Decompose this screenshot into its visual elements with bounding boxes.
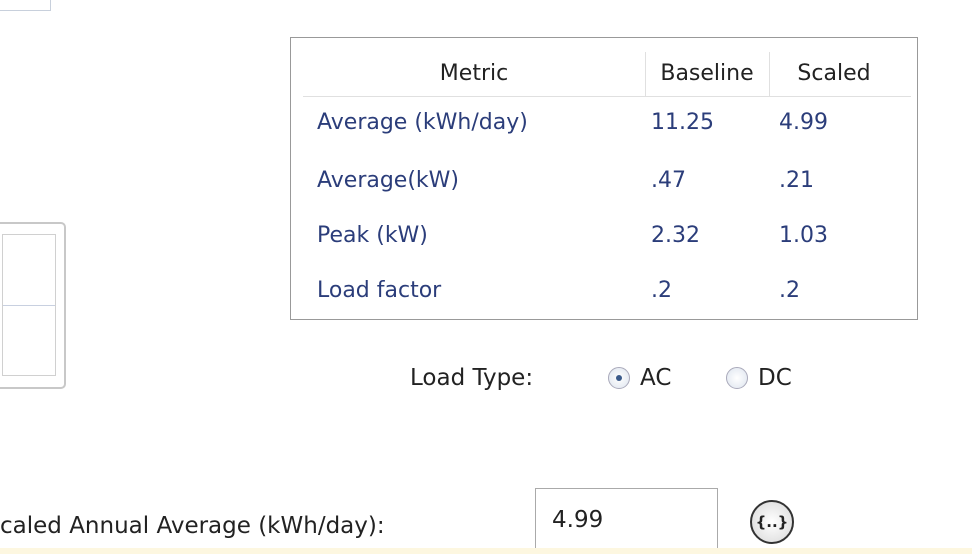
value-cell: .21: [779, 168, 814, 193]
value-cell: 4.99: [779, 110, 828, 135]
scaled-label: caled Annual Average (kWh/day):: [0, 513, 385, 539]
value-cell: 11.25: [651, 110, 714, 135]
value-input[interactable]: 4.99: [535, 488, 718, 550]
radio-button[interactable]: [726, 367, 748, 389]
value-cell: .47: [651, 168, 686, 193]
expand-button[interactable]: {..}: [750, 500, 794, 544]
group-box: [0, 222, 66, 389]
value-cell: .2: [651, 278, 672, 303]
column-divider: [645, 52, 646, 96]
column-header: Metric: [439, 61, 509, 86]
status-strip: [0, 548, 972, 554]
column-header: Scaled: [797, 61, 871, 86]
value-cell: 2.32: [651, 223, 700, 248]
value-cell: .2: [779, 278, 800, 303]
value-cell: 1.03: [779, 223, 828, 248]
radio-button[interactable]: [608, 367, 630, 389]
metric-cell: Load factor: [317, 278, 442, 303]
metrics-table: Metric Baseline Scaled Average (kWh/day) 11.…: [290, 37, 918, 320]
header-line: [303, 96, 911, 97]
panel-fragment: [0, 0, 51, 11]
radio-label: AC: [640, 365, 672, 391]
load-type-label: Load Type:: [410, 365, 534, 391]
separator: [3, 305, 55, 306]
inner-box: [2, 234, 56, 376]
metric-cell: Average (kWh/day): [317, 110, 528, 135]
column-divider: [769, 52, 770, 96]
metric-cell: Peak (kW): [317, 223, 428, 248]
column-header: Baseline: [660, 61, 754, 86]
metric-cell: Average(kW): [317, 168, 460, 193]
radio-label: DC: [758, 365, 792, 391]
